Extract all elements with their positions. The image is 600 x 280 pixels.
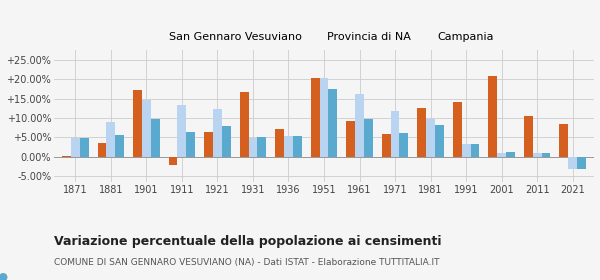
Bar (142, 100, 151, 157)
Bar (284, 136, 293, 157)
Bar (453, 102, 461, 157)
Bar (239, 92, 248, 157)
Bar (577, 157, 586, 169)
Bar (559, 124, 568, 157)
Bar (524, 116, 533, 157)
Bar (248, 138, 257, 157)
Bar (222, 126, 231, 157)
Text: COMUNE DI SAN GENNARO VESUVIANO (NA) - Dati ISTAT - Elaborazione TUTTITALIA.IT: COMUNE DI SAN GENNARO VESUVIANO (NA) - D… (54, 258, 439, 267)
Bar (533, 153, 542, 157)
Bar (461, 144, 470, 157)
Bar (355, 94, 364, 157)
Bar (133, 90, 142, 157)
Legend: San Gennaro Vesuviano, Provincia di NA, Campania: San Gennaro Vesuviano, Provincia di NA, … (150, 27, 498, 46)
Bar (426, 119, 435, 157)
Bar (115, 135, 124, 157)
Bar (435, 125, 444, 157)
Bar (98, 143, 106, 157)
Bar (382, 134, 391, 157)
Bar (568, 157, 577, 169)
Bar (71, 138, 80, 157)
Bar (62, 156, 71, 157)
Bar (257, 137, 266, 157)
Bar (151, 119, 160, 157)
Bar (346, 121, 355, 157)
Text: Variazione percentuale della popolazione ai censimenti: Variazione percentuale della popolazione… (54, 235, 442, 248)
Bar (275, 129, 284, 157)
Bar (364, 119, 373, 157)
Bar (328, 89, 337, 157)
Bar (417, 108, 426, 157)
Bar (320, 78, 328, 157)
Bar (506, 152, 515, 157)
Bar (178, 105, 187, 157)
Bar (542, 153, 550, 157)
Bar (187, 132, 195, 157)
Bar (470, 144, 479, 157)
Bar (488, 76, 497, 157)
Bar (497, 153, 506, 157)
Bar (400, 133, 409, 157)
Bar (106, 122, 115, 157)
Bar (169, 157, 178, 165)
Bar (80, 138, 89, 157)
Bar (213, 109, 222, 157)
Bar (293, 136, 302, 157)
Bar (204, 132, 213, 157)
Bar (311, 78, 320, 157)
Bar (391, 111, 400, 157)
